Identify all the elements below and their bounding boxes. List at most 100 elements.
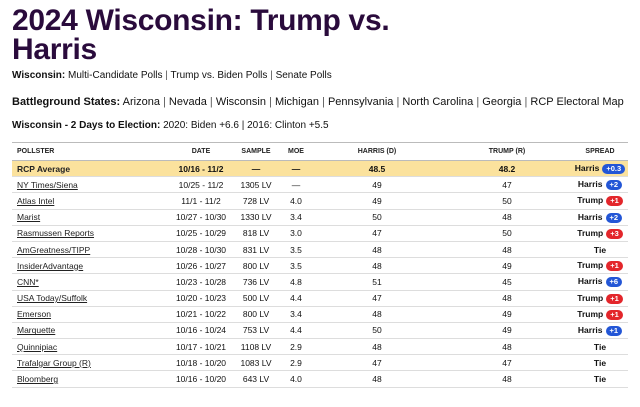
nav: Wisconsin: Multi-Candidate Polls | Trump… bbox=[12, 70, 628, 81]
separator: | bbox=[159, 96, 169, 108]
pollster-cell: Quinnipiac bbox=[12, 338, 170, 356]
date-cell: 10/21 - 10/22 bbox=[170, 306, 232, 323]
sample-cell: 753 LV bbox=[232, 322, 280, 340]
spread-badge: +0.3 bbox=[602, 164, 626, 175]
sample-cell: — bbox=[232, 160, 280, 178]
pollster-cell: Marist bbox=[12, 209, 170, 226]
spread-badge: +1 bbox=[605, 325, 623, 336]
pollster-cell: Trafalgar Group (R) bbox=[12, 354, 170, 372]
link[interactable]: Nevada bbox=[168, 96, 207, 108]
pollster[interactable]: InsiderAdvantage bbox=[17, 260, 84, 271]
pollster[interactable]: CNN* bbox=[17, 276, 39, 287]
link[interactable]: North Carolina bbox=[402, 96, 474, 108]
link[interactable]: Wisconsin bbox=[215, 96, 266, 108]
trump-cell: 48 bbox=[442, 241, 572, 259]
link[interactable]: Michigan bbox=[274, 96, 319, 108]
pollster[interactable]: Emerson bbox=[17, 309, 52, 320]
page: 2024 Wisconsin: Trump vs. Harris Wiscons… bbox=[12, 4, 628, 388]
moe-cell: 4.4 bbox=[280, 290, 312, 307]
spread-leader: Trump bbox=[577, 308, 604, 319]
moe-cell: 3.4 bbox=[280, 209, 312, 226]
spread-leader: Trump bbox=[577, 292, 604, 303]
harris-cell: 48.5 bbox=[312, 160, 442, 178]
spread-badge: +2 bbox=[605, 180, 623, 191]
poll-row: Emerson 10/21 - 10/22 800 LV 3.4 48 49 Trump +1 bbox=[12, 306, 628, 323]
pollster[interactable]: Atlas Intel bbox=[17, 195, 55, 206]
pollster-cell: Emerson bbox=[12, 306, 170, 323]
spread-leader: Tie bbox=[593, 374, 607, 385]
column-header: SAMPLE bbox=[232, 142, 280, 161]
pollster-cell: RCP Average bbox=[12, 160, 170, 178]
spread-leader: Harris bbox=[577, 179, 603, 190]
pollster[interactable]: USA Today/Suffolk bbox=[17, 293, 88, 304]
link[interactable]: Pennsylvania bbox=[327, 96, 394, 108]
moe-cell: 4.4 bbox=[280, 322, 312, 340]
spread-cell: Harris +1 bbox=[572, 322, 628, 340]
separator: | bbox=[206, 96, 216, 108]
harris-cell: 48 bbox=[312, 241, 442, 259]
spread-cell: Trump +1 bbox=[572, 257, 628, 275]
pollster-cell: CNN* bbox=[12, 273, 170, 291]
spread-leader: Harris bbox=[577, 276, 603, 287]
date-cell: 10/17 - 10/21 bbox=[170, 338, 232, 356]
spread-cell: Trump +1 bbox=[572, 290, 628, 307]
spread-cell: Tie bbox=[572, 338, 628, 356]
trump-cell: 45 bbox=[442, 273, 572, 291]
spread-badge: +2 bbox=[605, 212, 623, 223]
harris-cell: 47 bbox=[312, 225, 442, 242]
spread-leader: Trump bbox=[577, 195, 604, 206]
trump-cell: 50 bbox=[442, 225, 572, 242]
sample-cell: 800 LV bbox=[232, 257, 280, 275]
column-header: MOE bbox=[280, 142, 312, 161]
date-cell: 11/1 - 11/2 bbox=[170, 192, 232, 210]
pollster: RCP Average bbox=[17, 163, 71, 174]
link[interactable]: Georgia bbox=[482, 96, 522, 108]
sample-cell: 736 LV bbox=[232, 273, 280, 291]
sample-cell: 1083 LV bbox=[232, 354, 280, 372]
moe-cell: 4.0 bbox=[280, 192, 312, 210]
pollster[interactable]: Quinnipiac bbox=[17, 341, 58, 352]
title: 2024 Wisconsin: Trump vs. Harris bbox=[12, 4, 390, 66]
moe-cell: 2.9 bbox=[280, 354, 312, 372]
battleground-label: Battleground States: bbox=[12, 96, 121, 108]
pollster[interactable]: Rasmussen Reports bbox=[17, 228, 95, 239]
pollster[interactable]: NY Times/Siena bbox=[17, 179, 78, 190]
date-cell: 10/28 - 10/30 bbox=[170, 241, 232, 259]
harris-cell: 48 bbox=[312, 338, 442, 356]
spread-badge: +1 bbox=[606, 196, 623, 207]
separator: | bbox=[521, 96, 531, 108]
column-header: DATE bbox=[170, 142, 232, 161]
separator: | bbox=[393, 96, 403, 108]
pollster[interactable]: Trafalgar Group (R) bbox=[17, 357, 91, 368]
pollster-cell: Rasmussen Reports bbox=[12, 225, 170, 242]
pollster[interactable]: Bloomberg bbox=[17, 374, 59, 385]
pollster[interactable]: AmGreatness/TIPP bbox=[17, 244, 91, 255]
spread-cell: Trump +1 bbox=[572, 192, 628, 210]
date-cell: 10/25 - 10/29 bbox=[170, 225, 232, 242]
date-cell: 10/20 - 10/23 bbox=[170, 290, 232, 307]
pollster-cell: InsiderAdvantage bbox=[12, 257, 170, 275]
spread-leader: Harris bbox=[577, 324, 603, 335]
link[interactable]: Senate Polls bbox=[275, 70, 332, 81]
spread-leader: Harris bbox=[577, 211, 603, 222]
sample-cell: 500 LV bbox=[232, 290, 280, 307]
link[interactable]: Arizona bbox=[122, 96, 160, 108]
spread-leader: Tie bbox=[593, 244, 607, 255]
link[interactable]: RCP Electoral Map bbox=[530, 96, 624, 108]
pollster[interactable]: Marist bbox=[17, 212, 41, 223]
sample-cell: 643 LV bbox=[232, 370, 280, 388]
date-cell: 10/16 - 10/20 bbox=[170, 370, 232, 388]
pollster-cell: Marquette bbox=[12, 322, 170, 340]
poll-row: Atlas Intel 11/1 - 11/2 728 LV 4.0 49 50 Trump… bbox=[12, 192, 628, 210]
harris-cell: 47 bbox=[312, 354, 442, 372]
pollster[interactable]: Marquette bbox=[17, 325, 56, 336]
poll-row: Trafalgar Group (R) 10/18 - 10/20 1083 LV 2… bbox=[12, 354, 628, 372]
link[interactable]: Multi-Candidate Polls bbox=[68, 70, 163, 81]
spread-cell: Harris +2 bbox=[572, 209, 628, 226]
link[interactable]: Trump vs. Biden Polls bbox=[170, 70, 268, 81]
date-cell: 10/16 - 11/2 bbox=[170, 160, 232, 178]
harris-cell: 50 bbox=[312, 209, 442, 226]
spread-leader: Trump bbox=[577, 260, 604, 271]
poll-row: NY Times/Siena 10/25 - 11/2 1305 LV —49 47 Ha… bbox=[12, 176, 628, 194]
sample-cell: 818 LV bbox=[232, 225, 280, 242]
